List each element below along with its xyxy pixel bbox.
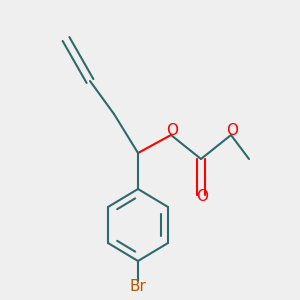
Text: O: O — [167, 123, 178, 138]
Text: O: O — [226, 123, 238, 138]
Text: Br: Br — [130, 279, 146, 294]
Text: O: O — [196, 189, 208, 204]
